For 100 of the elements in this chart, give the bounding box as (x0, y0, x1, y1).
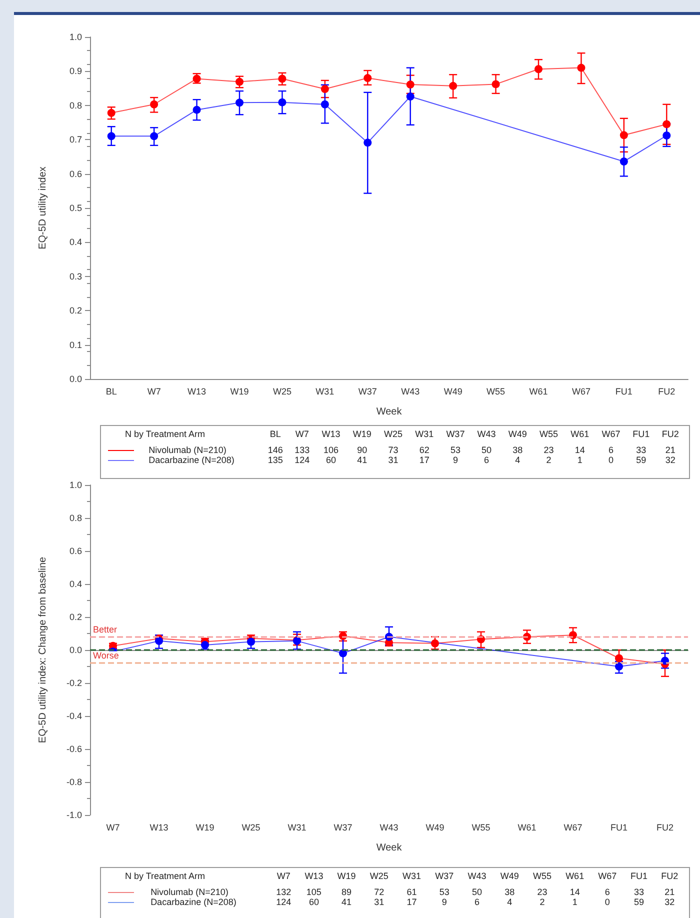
data-label: 1 (571, 897, 578, 907)
data-label: 9 (440, 897, 448, 907)
category-label: FU2 (660, 429, 680, 439)
point (406, 80, 414, 89)
x-tick-label: BL (106, 386, 117, 396)
point (449, 82, 458, 90)
x-axis-title: Week (376, 842, 403, 854)
y-tick-label: 0.6 (69, 546, 82, 556)
category-label: FU1 (632, 429, 651, 439)
y-tick-label: 0.4 (69, 237, 82, 248)
x-tick-label: FU2 (658, 386, 676, 396)
y-tick-label: -0.6 (66, 744, 82, 754)
point (577, 64, 586, 72)
category-label: W37 (434, 871, 455, 881)
data-label: 89 (340, 887, 353, 897)
legend-label: Dacarbazine (N=208) (150, 897, 238, 907)
category-label: W49 (499, 871, 520, 881)
data-label: 33 (633, 887, 646, 897)
category-label: W37 (445, 429, 466, 439)
y-tick-label: 0.8 (69, 100, 82, 110)
x-tick-label: W37 (334, 822, 352, 832)
category-label: W61 (564, 871, 586, 881)
x-tick-label: W67 (564, 822, 582, 832)
category-label: W25 (382, 429, 404, 439)
data-label: 21 (664, 445, 676, 455)
data-label: 132 (275, 887, 292, 897)
data-label: 4 (514, 455, 522, 465)
x-tick-label: W49 (426, 822, 444, 832)
point (534, 65, 542, 74)
data-label: 32 (664, 455, 676, 465)
category-label: W13 (320, 429, 342, 439)
y-tick-label: 1.0 (69, 480, 82, 490)
data-label: 50 (470, 887, 483, 897)
point (236, 98, 244, 107)
y-tick-label: 0.6 (69, 168, 82, 179)
x-tick-label: W13 (188, 386, 206, 396)
point (431, 639, 439, 648)
y-tick-label: 0.7 (69, 134, 82, 145)
y-tick-label: -0.2 (66, 678, 82, 688)
x-tick-label: W25 (242, 822, 260, 832)
point (278, 74, 286, 83)
data-label: 133 (294, 445, 311, 455)
point (192, 74, 201, 83)
data-label: 72 (373, 887, 386, 897)
data-label: 62 (418, 445, 430, 455)
data-label: 31 (373, 897, 386, 907)
data-label: 6 (473, 897, 480, 907)
x-tick-label: W25 (272, 386, 292, 396)
data-label: 17 (418, 455, 430, 465)
point (320, 84, 329, 93)
x-tick-label: W61 (518, 822, 536, 832)
legend-label: Nivolumab (N=210) (150, 887, 230, 897)
x-tick-label: FU1 (615, 386, 632, 396)
y-tick-label: 0.0 (69, 645, 82, 655)
y-tick-label: 0.2 (69, 306, 82, 316)
data-label: 31 (387, 455, 400, 465)
category-label: W7 (276, 871, 292, 881)
data-label: 14 (568, 887, 581, 897)
category-label: W67 (600, 429, 622, 439)
category-label: W19 (352, 429, 372, 439)
y-tick-label: 0.9 (69, 66, 82, 76)
point (107, 108, 116, 117)
data-label: 61 (406, 887, 418, 897)
data-label: 6 (604, 887, 611, 897)
category-label: BL (268, 429, 282, 439)
data-label: 38 (504, 887, 516, 897)
category-label: W7 (294, 429, 310, 439)
data-label: 17 (406, 897, 418, 907)
point (192, 106, 201, 114)
x-axis-title: Week (376, 406, 403, 418)
data-label: 9 (452, 455, 459, 465)
point (278, 98, 286, 106)
data-label: 50 (480, 445, 493, 455)
category-label: W25 (368, 871, 390, 881)
data-label: 59 (633, 897, 646, 907)
data-label: 106 (322, 445, 340, 455)
ref-line-label: Better (93, 624, 118, 634)
y-tick-label: 0.8 (69, 513, 82, 523)
data-label: 41 (356, 455, 368, 465)
point (247, 638, 255, 646)
point (236, 78, 244, 86)
ref-line-label: Worse (93, 650, 119, 661)
data-label: 60 (325, 455, 338, 465)
data-label: 0 (607, 455, 614, 465)
y-tick-label: 0.5 (69, 203, 82, 213)
category-label: W43 (476, 429, 497, 439)
x-tick-label: W19 (196, 822, 214, 832)
category-label: W13 (304, 871, 324, 881)
x-tick-label: FU2 (656, 822, 674, 832)
y-tick-label: 0.3 (69, 271, 82, 282)
x-tick-label: W7 (147, 386, 161, 396)
x-tick-label: W31 (316, 386, 334, 396)
data-label: 1 (576, 455, 584, 465)
data-label: 124 (275, 897, 292, 907)
data-label: 60 (308, 897, 320, 907)
y-tick-label: 0.2 (69, 612, 82, 622)
x-tick-label: W49 (444, 386, 462, 396)
x-tick-label: W7 (106, 822, 120, 832)
x-tick-label: W55 (472, 822, 490, 832)
x-tick-label: FU1 (610, 822, 628, 832)
